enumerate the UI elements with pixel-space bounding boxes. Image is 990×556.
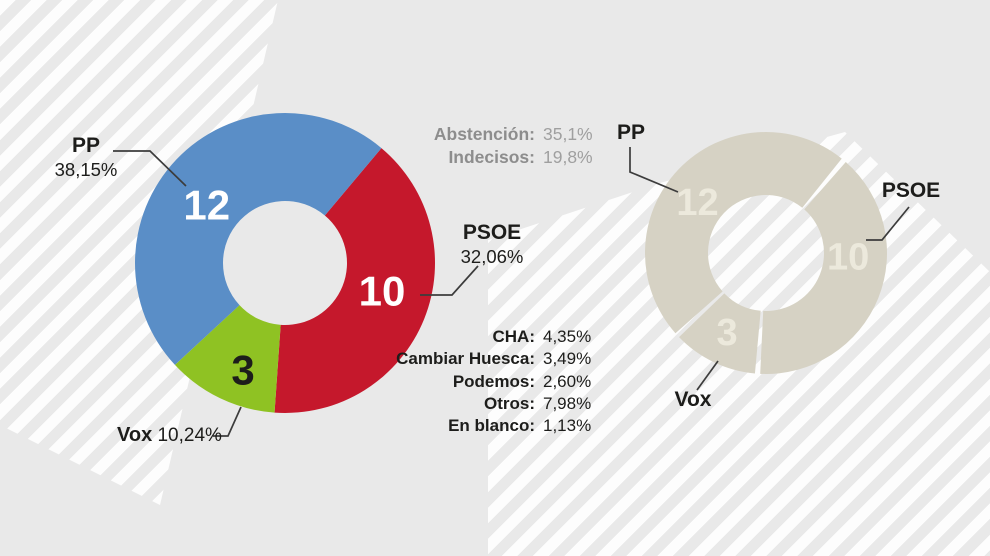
seats-donut-colored-seats-psoe: 10 xyxy=(359,267,406,314)
seats-donut-gray-segment-psoe xyxy=(760,162,887,374)
stat-value: 35,1% xyxy=(543,124,593,144)
seats-donut-colored-segment-psoe xyxy=(274,148,436,414)
label-left-pp: PP 38,15% xyxy=(36,134,136,181)
party-value: 2,60% xyxy=(543,371,592,391)
leader-left-psoe xyxy=(420,265,479,296)
colored-seat-donut: 10 3 12 xyxy=(134,112,436,414)
party-percent: 32,06% xyxy=(460,245,524,267)
stat-row-indecisos: Indecisos: 19,8% xyxy=(355,146,593,169)
party-label: Podemos: xyxy=(452,371,535,391)
party-label: CHA: xyxy=(492,327,536,346)
seats-donut-gray-segment-vox xyxy=(679,293,761,374)
party-label: Cambiar Huesca: xyxy=(396,349,535,369)
party-percent: 38,15% xyxy=(54,158,118,180)
stat-value: 19,8% xyxy=(543,147,593,167)
leader-left-vox xyxy=(213,406,242,437)
party-value: 7,98% xyxy=(543,393,592,413)
seats-donut-gray-seats-vox: 3 xyxy=(716,312,737,354)
seats-donut-colored-segment-vox xyxy=(174,305,281,413)
party-name: PSOE xyxy=(462,221,522,244)
list-item: Otros: 7,98% xyxy=(355,393,592,415)
seats-donut-gray-seats-psoe: 10 xyxy=(827,236,869,278)
party-name: Vox xyxy=(117,424,153,446)
label-left-vox: Vox 10,24% xyxy=(117,424,222,447)
party-value: 4,35% xyxy=(543,327,592,346)
seats-donut-colored-segment-pp xyxy=(134,112,382,365)
party-label: En blanco: xyxy=(448,416,535,436)
label-right-psoe: PSOE xyxy=(881,179,941,202)
party-label: Otros: xyxy=(484,393,535,413)
leader-left-pp xyxy=(113,150,187,187)
stat-label: Indecisos: xyxy=(448,147,535,167)
leader-lines xyxy=(113,147,910,437)
leader-right-pp xyxy=(629,147,679,193)
list-item: En blanco: 1,13% xyxy=(355,415,592,437)
list-item: Cambiar Huesca: 3,49% xyxy=(355,348,592,370)
turnout-stats: Abstención: 35,1% Indecisos: 19,8% xyxy=(355,123,593,169)
party-name: PP xyxy=(71,134,100,157)
leader-right-vox xyxy=(696,360,719,391)
party-value: 3,49% xyxy=(543,349,592,369)
party-value: 1,13% xyxy=(543,416,592,436)
list-item: CHA: 4,35% xyxy=(355,326,592,348)
label-right-vox: Vox xyxy=(674,388,712,411)
label-left-psoe: PSOE 32,06% xyxy=(442,221,542,268)
stat-row-abstencion: Abstención: 35,1% xyxy=(355,123,593,146)
leader-right-psoe xyxy=(866,206,910,241)
seats-donut-colored-seats-vox: 3 xyxy=(231,347,254,394)
minor-parties-list: CHA: 4,35% Cambiar Huesca: 3,49% Podemos… xyxy=(355,326,592,437)
list-item: Podemos: 2,60% xyxy=(355,371,592,393)
stat-label: Abstención: xyxy=(433,124,535,144)
seats-donut-gray-segment-pp xyxy=(644,131,842,334)
seats-donut-colored-seats-pp: 12 xyxy=(183,181,230,228)
party-percent: 10,24% xyxy=(157,425,222,446)
label-right-pp: PP xyxy=(616,121,645,144)
seats-donut-gray-seats-pp: 12 xyxy=(676,182,718,224)
gray-seat-donut: 10 3 12 xyxy=(644,131,887,374)
